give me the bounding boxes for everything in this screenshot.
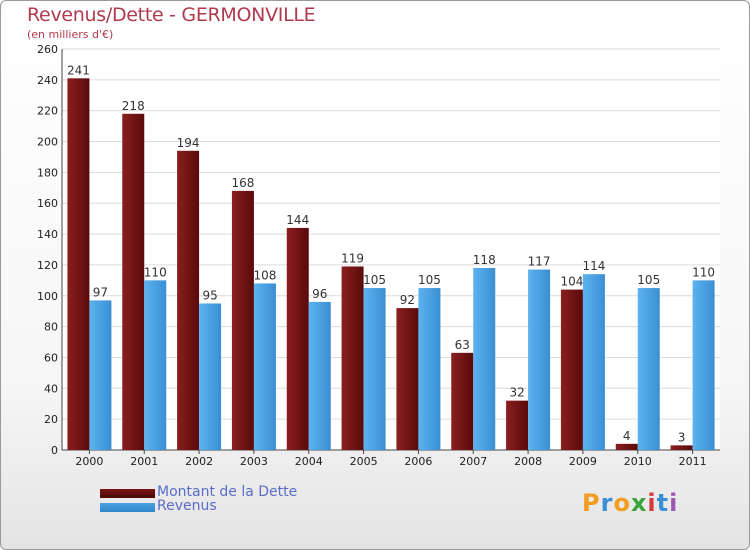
- x-tick-label: 2004: [295, 455, 323, 468]
- data-label-debt: 218: [122, 99, 145, 113]
- data-label-debt: 104: [560, 275, 583, 289]
- data-label-revenue: 114: [582, 259, 605, 273]
- data-label-debt: 32: [509, 386, 524, 400]
- data-label-revenue: 105: [637, 273, 660, 287]
- legend-label-debt: Montant de la Dette: [157, 484, 298, 500]
- x-tick-label: 2006: [404, 455, 432, 468]
- x-tick-label: 2003: [240, 455, 268, 468]
- data-label-revenue: 105: [363, 273, 386, 287]
- data-label-debt: 4: [623, 429, 631, 443]
- bar-revenue: [144, 280, 167, 450]
- logo-letter: x: [630, 489, 648, 517]
- logo-letter: i: [669, 489, 679, 517]
- bar-debt: [451, 352, 474, 450]
- bar-revenue: [418, 288, 441, 450]
- x-tick-label: 2007: [459, 455, 487, 468]
- bar-debt: [286, 227, 309, 450]
- y-tick-label: 120: [37, 259, 58, 272]
- logo-letter: P: [582, 489, 601, 517]
- data-label-revenue: 110: [144, 265, 167, 279]
- bar-revenue: [308, 301, 331, 450]
- data-label-revenue: 118: [473, 253, 496, 267]
- bar-revenue: [253, 283, 276, 450]
- y-tick-label: 0: [51, 444, 58, 457]
- data-label-revenue: 97: [93, 285, 108, 299]
- y-tick-label: 240: [37, 74, 58, 87]
- data-label-debt: 168: [231, 176, 254, 190]
- x-tick-label: 2011: [679, 455, 707, 468]
- proxiti-logo: Proxiti: [582, 489, 678, 517]
- data-label-debt: 119: [341, 251, 364, 265]
- x-tick-label: 2008: [514, 455, 542, 468]
- x-tick-label: 2009: [569, 455, 597, 468]
- bar-debt: [231, 190, 254, 450]
- y-tick-label: 200: [37, 136, 58, 149]
- data-label-debt: 144: [286, 213, 309, 227]
- bar-revenue: [89, 300, 112, 450]
- data-label-debt: 241: [67, 63, 90, 77]
- bar-debt: [67, 78, 90, 451]
- data-label-revenue: 108: [253, 268, 276, 282]
- data-label-revenue: 105: [418, 273, 441, 287]
- bar-debt: [396, 308, 419, 450]
- x-tick-label: 2000: [75, 455, 103, 468]
- data-label-debt: 63: [455, 338, 470, 352]
- y-tick-label: 20: [44, 413, 58, 426]
- x-tick-label: 2005: [350, 455, 378, 468]
- data-label-revenue: 110: [692, 265, 715, 279]
- y-tick-label: 40: [44, 382, 58, 395]
- bar-debt: [341, 266, 364, 450]
- x-tick-label: 2002: [185, 455, 213, 468]
- data-label-debt: 194: [177, 136, 200, 150]
- data-label-revenue: 96: [312, 287, 327, 301]
- bar-revenue: [473, 268, 496, 450]
- data-label-debt: 92: [400, 293, 415, 307]
- logo-letter: i: [647, 489, 657, 517]
- y-tick-label: 60: [44, 351, 58, 364]
- bar-debt: [615, 443, 638, 450]
- bar-debt: [560, 289, 583, 450]
- bar-revenue: [692, 280, 715, 450]
- bar-debt: [122, 113, 145, 451]
- logo-letter: t: [656, 489, 670, 517]
- bar-debt: [506, 400, 529, 450]
- logo-letter: o: [613, 489, 631, 517]
- bar-debt: [177, 150, 200, 451]
- legend-swatch-debt: [100, 489, 155, 498]
- bar-revenue: [528, 269, 551, 450]
- logo-letter: r: [600, 489, 614, 517]
- data-label-debt: 3: [678, 430, 686, 444]
- chart-subtitle: (en milliers d'€): [27, 28, 114, 41]
- chart-title: Revenus/Dette - GERMONVILLE: [27, 4, 316, 26]
- data-label-revenue: 95: [202, 288, 217, 302]
- plot-area: [62, 49, 720, 450]
- x-tick-label: 2010: [624, 455, 652, 468]
- y-tick-label: 80: [44, 321, 58, 334]
- bar-revenue: [637, 288, 660, 450]
- y-tick-label: 160: [37, 197, 58, 210]
- y-tick-label: 220: [37, 105, 58, 118]
- bar-revenue: [363, 288, 386, 450]
- legend-label-revenue: Revenus: [157, 498, 217, 514]
- legend-swatch-revenue: [100, 503, 155, 512]
- y-tick-label: 140: [37, 228, 58, 241]
- bar-revenue: [582, 274, 605, 450]
- y-tick-label: 180: [37, 166, 58, 179]
- data-label-revenue: 117: [528, 255, 551, 269]
- x-tick-label: 2001: [130, 455, 158, 468]
- y-tick-label: 100: [37, 290, 58, 303]
- bar-debt: [670, 445, 693, 450]
- bar-revenue: [199, 303, 222, 450]
- y-tick-label: 260: [37, 43, 58, 56]
